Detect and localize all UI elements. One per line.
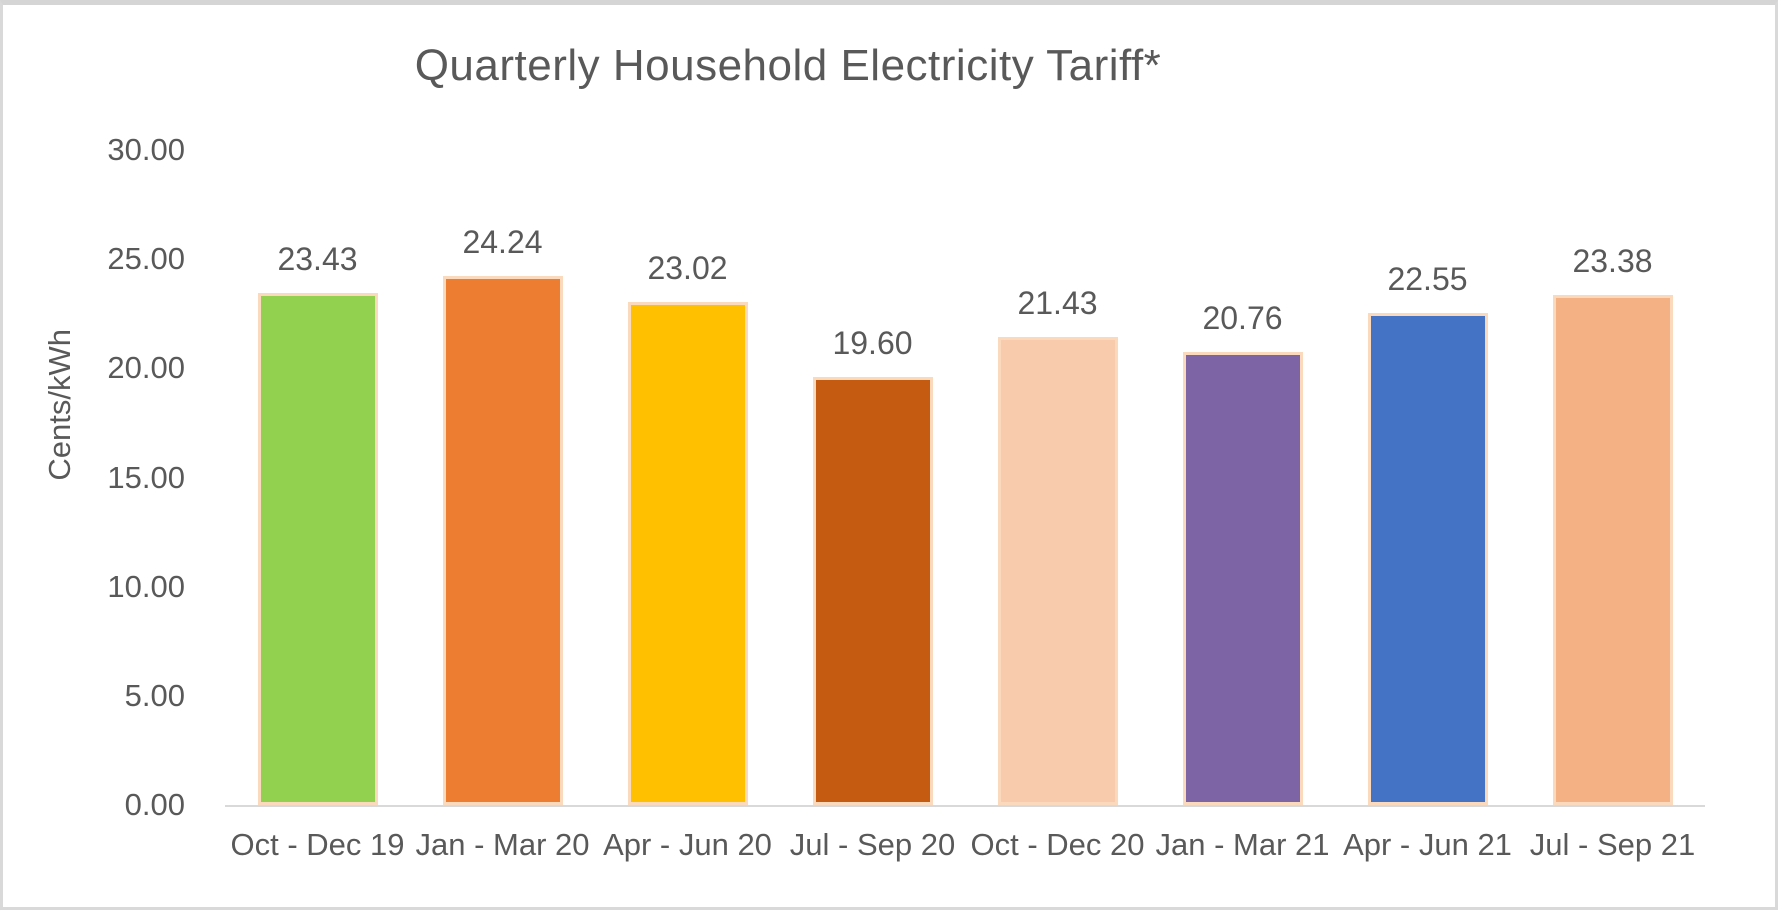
bar-slot: 23.02 xyxy=(595,150,780,805)
bar-value-label: 19.60 xyxy=(832,325,913,362)
bar-value-label: 23.38 xyxy=(1572,242,1653,279)
bar-value-label: 21.43 xyxy=(1017,285,1098,322)
y-tick-label: 20.00 xyxy=(107,350,185,386)
bar: 23.43 xyxy=(257,241,378,805)
y-tick-label: 0.00 xyxy=(124,787,185,822)
bar: 19.60 xyxy=(812,325,933,805)
bar-slot: 23.43 xyxy=(225,150,410,805)
y-tick-label: 30.00 xyxy=(107,132,185,167)
bar-slot: 19.60 xyxy=(780,150,965,805)
x-tick-label: Jan - Mar 21 xyxy=(1155,827,1330,862)
bar-slot: 21.43 xyxy=(965,150,1150,805)
x-tick-label: Jul - Sep 21 xyxy=(1529,827,1696,862)
bar-slot: 23.38 xyxy=(1520,150,1705,805)
x-axis-line xyxy=(225,805,1705,807)
x-tick-label: Jan - Mar 20 xyxy=(415,827,590,862)
y-tick-label: 5.00 xyxy=(124,677,185,713)
bar-slot: 24.24 xyxy=(410,150,595,805)
y-tick-label: 15.00 xyxy=(107,459,185,495)
bar: 20.76 xyxy=(1182,300,1303,805)
x-tick-label: Oct - Dec 20 xyxy=(970,827,1145,862)
y-axis-ticks: 30.00 25.00 20.00 15.00 10.00 5.00 0.00 xyxy=(3,132,185,822)
x-tick-label: Jul - Sep 20 xyxy=(789,827,956,862)
plot-area: 23.43 24.24 23.02 19.60 21.43 20.76 22.55 23.38 xyxy=(225,150,1705,805)
y-tick-label: 10.00 xyxy=(107,568,185,604)
x-tick-label: Apr - Jun 21 xyxy=(1343,827,1512,862)
bar: 23.02 xyxy=(627,250,748,805)
bar: 22.55 xyxy=(1367,261,1488,805)
bar: 23.38 xyxy=(1552,243,1673,805)
x-axis-labels: Oct - Dec 19 Jan - Mar 20 Apr - Jun 20 Jul … xyxy=(225,827,1705,863)
bar-value-label: 20.76 xyxy=(1202,299,1283,336)
bar-value-label: 22.55 xyxy=(1387,260,1468,297)
x-tick-label: Apr - Jun 20 xyxy=(603,827,772,862)
y-tick-label: 25.00 xyxy=(107,241,185,277)
bar-slot: 22.55 xyxy=(1335,150,1520,805)
chart-title: Quarterly Household Electricity Tariff* xyxy=(414,41,1162,90)
bar-value-label: 23.02 xyxy=(647,250,728,287)
bar-slot: 20.76 xyxy=(1150,150,1335,805)
x-tick-label: Oct - Dec 19 xyxy=(230,827,405,862)
bar: 24.24 xyxy=(442,224,563,805)
bar: 21.43 xyxy=(997,285,1118,805)
bar-value-label: 24.24 xyxy=(462,223,543,260)
bar-value-label: 23.43 xyxy=(277,241,358,278)
